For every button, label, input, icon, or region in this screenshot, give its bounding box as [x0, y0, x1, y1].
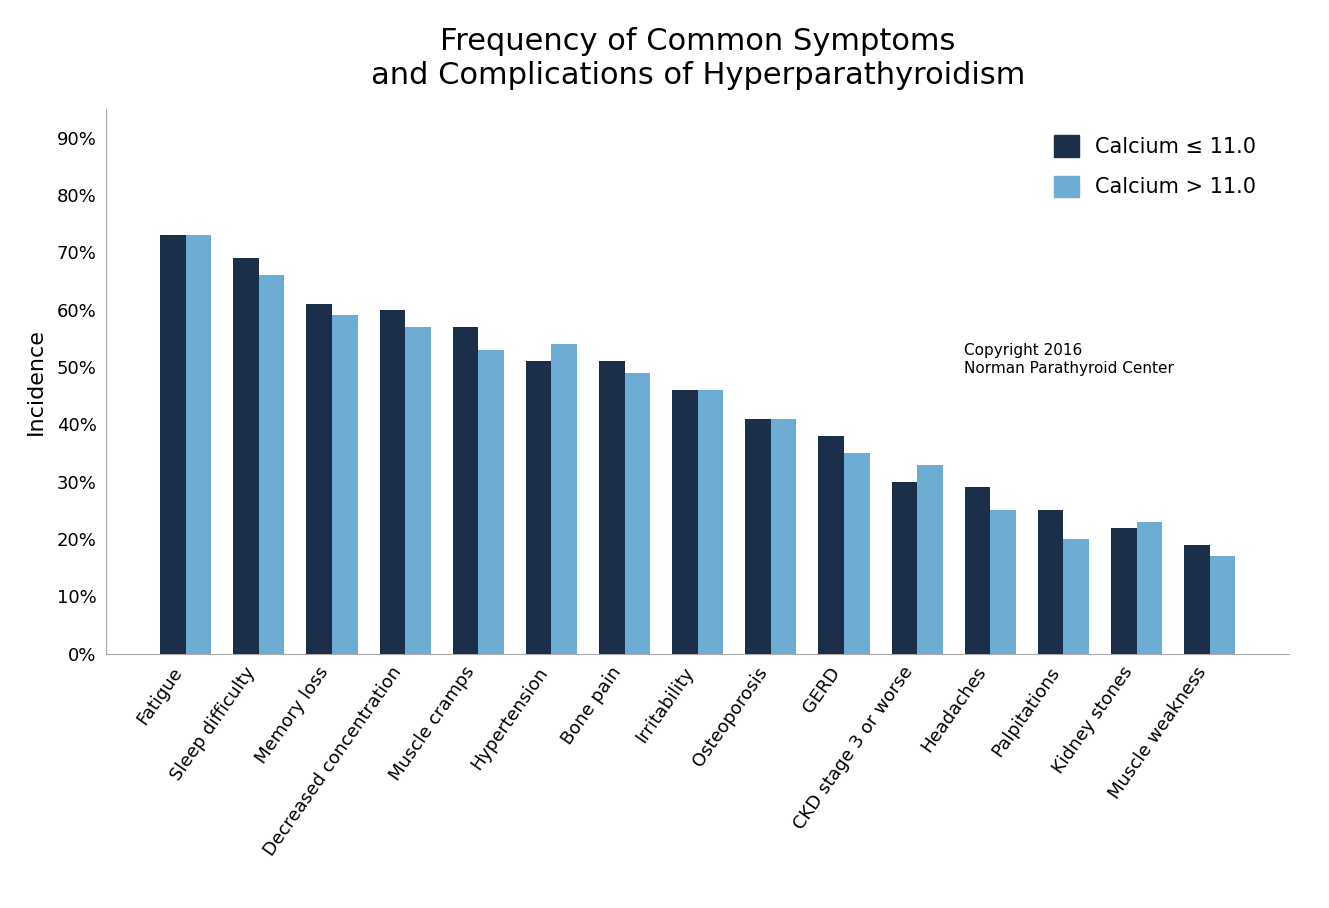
Bar — [672, 390, 698, 654]
Bar — [552, 344, 577, 654]
Bar — [892, 482, 917, 654]
Text: Copyright 2016
Norman Parathyroid Center: Copyright 2016 Norman Parathyroid Center — [964, 343, 1174, 376]
Bar — [819, 436, 844, 654]
Bar — [332, 315, 358, 654]
Bar — [380, 310, 405, 654]
Bar — [1209, 557, 1236, 654]
Bar — [233, 258, 259, 654]
Y-axis label: Incidence: Incidence — [25, 328, 45, 435]
Bar — [1063, 539, 1088, 654]
Bar — [746, 419, 771, 654]
Bar — [771, 419, 796, 654]
Bar — [625, 373, 650, 654]
Bar — [526, 361, 552, 654]
Bar — [990, 510, 1015, 654]
Bar — [405, 327, 431, 654]
Bar — [965, 488, 990, 654]
Bar — [844, 453, 869, 654]
Bar — [478, 350, 504, 654]
Bar — [698, 390, 723, 654]
Bar — [453, 327, 478, 654]
Legend: Calcium ≤ 11.0, Calcium > 11.0: Calcium ≤ 11.0, Calcium > 11.0 — [1043, 124, 1267, 208]
Bar — [599, 361, 625, 654]
Bar — [1184, 545, 1209, 654]
Bar — [1111, 528, 1136, 654]
Title: Frequency of Common Symptoms
and Complications of Hyperparathyroidism: Frequency of Common Symptoms and Complic… — [371, 27, 1025, 90]
Bar — [1038, 510, 1063, 654]
Bar — [917, 465, 942, 654]
Bar — [186, 235, 211, 654]
Bar — [259, 275, 284, 654]
Bar — [307, 304, 332, 654]
Bar — [159, 235, 186, 654]
Bar — [1136, 522, 1163, 654]
